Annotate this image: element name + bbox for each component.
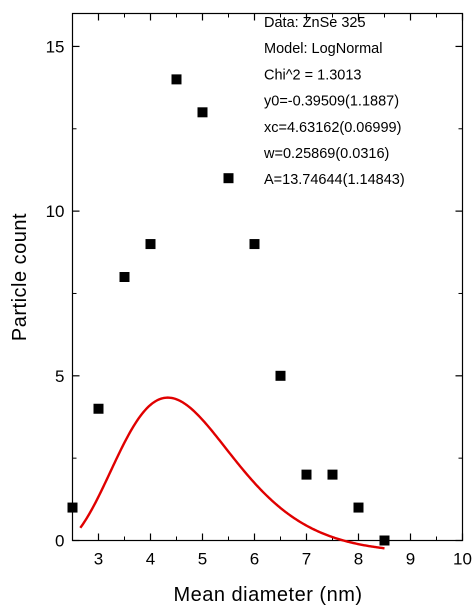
fit-annotation-line: Data: ZnSe 325 bbox=[264, 15, 366, 31]
x-tick-label: 6 bbox=[250, 550, 259, 569]
x-tick-label: 9 bbox=[406, 550, 415, 569]
y-tick-label: 0 bbox=[55, 532, 64, 551]
data-point bbox=[353, 502, 364, 513]
data-point bbox=[197, 107, 208, 118]
data-point bbox=[119, 272, 130, 282]
x-tick-label: 4 bbox=[146, 550, 155, 569]
y-tick-label: 10 bbox=[46, 202, 65, 221]
data-point bbox=[327, 469, 338, 480]
data-point bbox=[379, 535, 390, 546]
data-point bbox=[93, 403, 104, 414]
fit-annotation-line: y0=-0.39509(1.1887) bbox=[264, 94, 399, 110]
fit-annotations: Data: ZnSe 325 Model: LogNormal Chi^2 = 1.… bbox=[263, 15, 405, 188]
data-point bbox=[275, 370, 286, 381]
x-tick-label: 3 bbox=[94, 550, 103, 569]
fit-layer bbox=[79, 396, 385, 550]
fit-annotation-line: Model: LogNormal bbox=[264, 41, 382, 57]
x-tick-label: 8 bbox=[354, 550, 363, 569]
data-point bbox=[145, 239, 156, 250]
y-tick-label: 5 bbox=[55, 367, 64, 386]
lognormal-fit-curve bbox=[79, 396, 385, 550]
x-tick-label: 5 bbox=[198, 550, 207, 569]
fit-annotation-line: A=13.74644(1.14843) bbox=[264, 172, 405, 188]
fit-annotation-line: w=0.25869(0.0316) bbox=[263, 146, 389, 162]
data-points bbox=[67, 74, 390, 546]
data-point bbox=[249, 239, 260, 250]
fit-annotation-line: xc=4.63162(0.06999) bbox=[264, 120, 401, 136]
x-axis-ticks: 3 4 5 6 7 8 9 10 bbox=[94, 13, 472, 569]
plot-frame bbox=[71, 12, 464, 542]
x-tick-label: 10 bbox=[453, 550, 472, 569]
x-axis-title: Mean diameter (nm) bbox=[173, 584, 362, 606]
data-point bbox=[67, 502, 78, 513]
data-point bbox=[301, 469, 312, 480]
y-tick-label: 15 bbox=[46, 37, 65, 56]
x-tick-label: 7 bbox=[302, 550, 311, 569]
y-axis-ticks: 0 5 10 15 bbox=[46, 37, 463, 551]
data-point bbox=[223, 173, 234, 184]
fit-annotation-line: Chi^2 = 1.3013 bbox=[264, 67, 362, 83]
y-axis-title: Particle count bbox=[9, 213, 31, 341]
data-point bbox=[171, 74, 182, 85]
